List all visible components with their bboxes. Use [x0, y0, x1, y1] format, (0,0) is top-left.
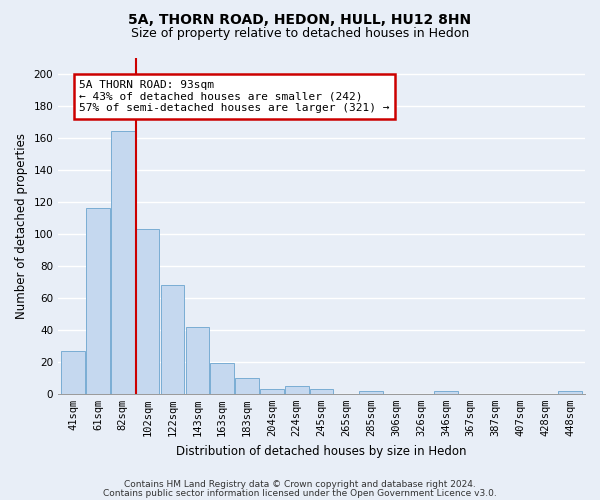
Bar: [185, 326, 209, 394]
Bar: [359, 390, 383, 394]
Bar: [285, 386, 308, 394]
Bar: [558, 390, 582, 394]
X-axis label: Distribution of detached houses by size in Hedon: Distribution of detached houses by size …: [176, 444, 467, 458]
Text: 5A, THORN ROAD, HEDON, HULL, HU12 8HN: 5A, THORN ROAD, HEDON, HULL, HU12 8HN: [128, 12, 472, 26]
Bar: [86, 208, 110, 394]
Bar: [235, 378, 259, 394]
Text: 5A THORN ROAD: 93sqm
← 43% of detached houses are smaller (242)
57% of semi-deta: 5A THORN ROAD: 93sqm ← 43% of detached h…: [79, 80, 390, 113]
Bar: [434, 390, 458, 394]
Bar: [211, 364, 234, 394]
Bar: [161, 285, 184, 394]
Bar: [111, 131, 134, 394]
Text: Size of property relative to detached houses in Hedon: Size of property relative to detached ho…: [131, 28, 469, 40]
Bar: [260, 389, 284, 394]
Text: Contains public sector information licensed under the Open Government Licence v3: Contains public sector information licen…: [103, 488, 497, 498]
Bar: [136, 229, 160, 394]
Text: Contains HM Land Registry data © Crown copyright and database right 2024.: Contains HM Land Registry data © Crown c…: [124, 480, 476, 489]
Bar: [61, 350, 85, 394]
Bar: [310, 389, 334, 394]
Y-axis label: Number of detached properties: Number of detached properties: [15, 132, 28, 318]
